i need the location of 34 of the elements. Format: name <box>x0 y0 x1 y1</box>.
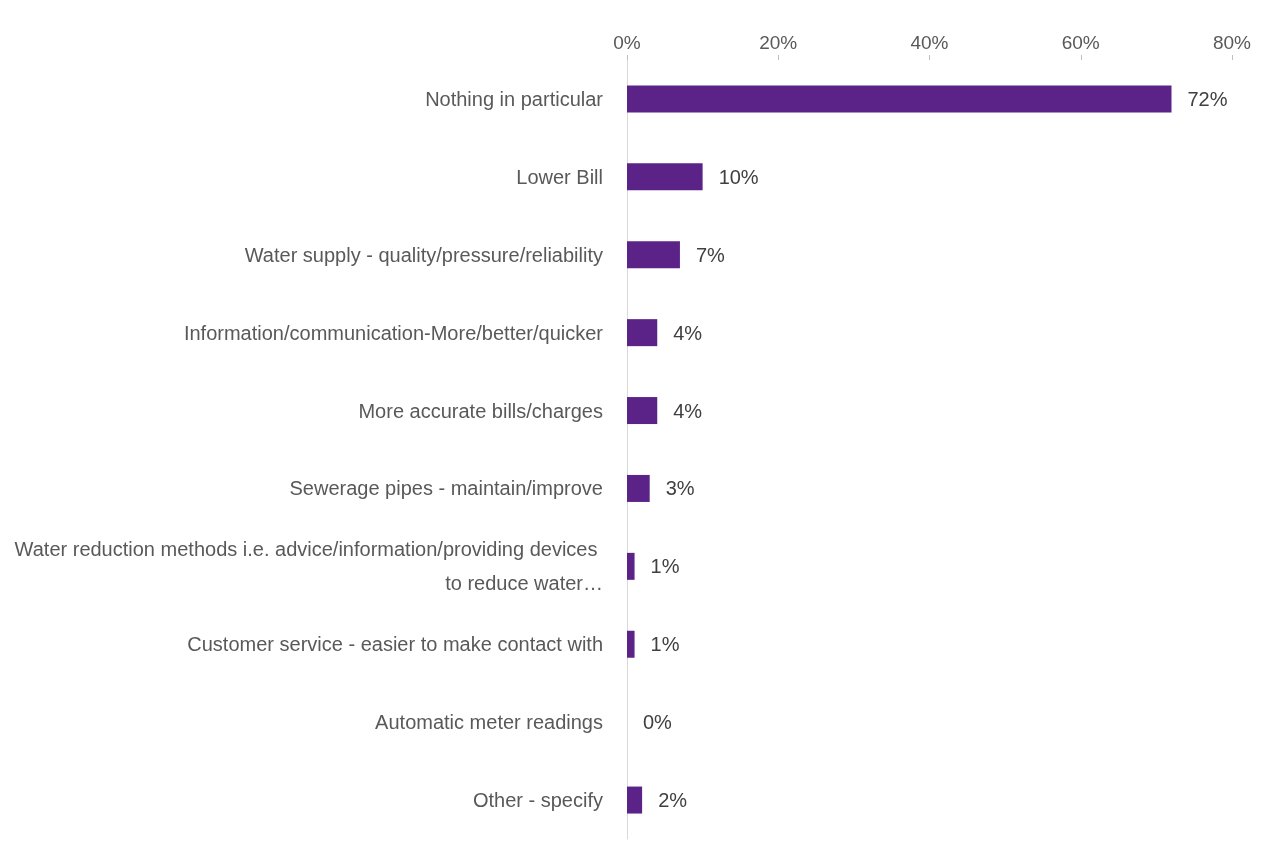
bar <box>627 630 635 658</box>
data-label: 3% <box>665 477 695 500</box>
data-label: 2% <box>658 789 688 812</box>
bar <box>627 241 680 269</box>
x-tick-label: 60% <box>1061 32 1100 53</box>
x-tick-label: 0% <box>613 32 641 53</box>
bar <box>627 397 658 425</box>
y-tick-label: Lower Bill <box>516 165 603 188</box>
data-label: 7% <box>695 243 726 266</box>
y-tick-label: Other - specify <box>472 789 603 812</box>
x-tick-label: 20% <box>759 32 798 53</box>
y-tick-label: Information/communication-More/better/quicker <box>183 321 604 344</box>
bar <box>627 474 650 502</box>
bar <box>627 163 703 191</box>
data-label: 1% <box>650 633 680 656</box>
bar <box>627 319 658 347</box>
y-tick-label: More accurate bills/charges <box>358 399 603 422</box>
data-label: 0% <box>643 711 673 734</box>
x-tick-label: 40% <box>910 32 949 53</box>
data-label: 4% <box>673 321 703 344</box>
y-tick-label: Customer service - easier to make contact with <box>187 633 603 656</box>
y-tick-label: Nothing in particular <box>425 87 604 110</box>
bar <box>627 786 643 814</box>
data-label: 4% <box>673 399 703 422</box>
data-label: 10% <box>718 165 759 188</box>
data-label: 1% <box>650 555 680 578</box>
x-tick-label: 80% <box>1212 32 1252 53</box>
y-tick-label: Water supply - quality/pressure/reliability <box>244 243 603 266</box>
y-tick-label: Automatic meter readings <box>375 711 603 734</box>
bar <box>627 552 635 580</box>
data-label: 72% <box>1187 87 1228 110</box>
y-tick-label: Water reduction methods i.e. advice/information/providing devices to reduce water… <box>14 538 603 595</box>
y-tick-label: Sewerage pipes - maintain/improve <box>289 477 603 500</box>
bar <box>627 85 1172 113</box>
